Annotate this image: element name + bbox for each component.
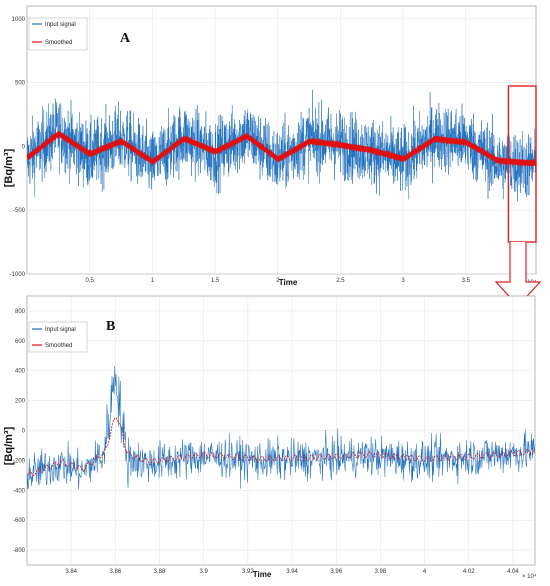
x-tick-label: 4.04 — [507, 569, 519, 575]
panel-b-letter: B — [106, 319, 115, 334]
y-tick-label: 500 — [15, 81, 26, 87]
panel-b-x-exponent: × 10⁴ — [522, 573, 537, 580]
x-tick-label: 4 — [423, 569, 427, 575]
x-tick-label: 3.92 — [242, 569, 254, 575]
panel-b-grid — [27, 296, 535, 565]
y-tick-label: 0 — [22, 429, 26, 435]
x-tick-label: 3.98 — [375, 569, 387, 575]
panel-b-ylabel: [Bq/m³] — [3, 426, 15, 465]
x-tick-label: 4.02 — [463, 569, 475, 575]
legend-b-input-label: Input signal — [45, 327, 76, 333]
panel-b-chart: 3.84 3.86 3.88 3.9 3.92 3.94 3.96 3.98 4 4.02 4.04… — [3, 295, 537, 580]
panel-a-legend-box — [28, 17, 88, 51]
x-tick-label: 2.5 — [336, 278, 345, 284]
panel-a-ylabel: [Bq/m³] — [3, 148, 15, 187]
y-tick-label: 800 — [15, 309, 26, 315]
x-tick-label: 2 — [276, 278, 280, 284]
panel-b-xlabel: Time — [253, 570, 272, 579]
panel-a-ticks: 0.5 1 1.5 2 2.5 3 3.5 -1000 -500 0 500 1000 — [10, 17, 471, 284]
legend-a-smoothed-label: Smoothed — [45, 40, 72, 46]
x-tick-label: 3 — [401, 278, 405, 284]
y-tick-label: 200 — [15, 399, 26, 405]
panel-a-series — [27, 89, 536, 202]
y-tick-label: -200 — [13, 458, 26, 464]
x-tick-label: 3.94 — [286, 569, 298, 575]
y-tick-label: -1000 — [10, 272, 26, 278]
y-tick-label: 600 — [15, 339, 26, 345]
y-tick-label: -600 — [13, 518, 26, 524]
x-tick-label: 0.5 — [86, 278, 95, 284]
x-tick-label: 3.88 — [154, 569, 166, 575]
panel-b-series — [27, 365, 535, 490]
panel-a-xlabel: Time — [279, 278, 298, 287]
panel-b-ticks: 3.84 3.86 3.88 3.9 3.92 3.94 3.96 3.98 4 4.02 4.04… — [13, 309, 519, 575]
y-tick-label: -500 — [13, 208, 26, 214]
legend-b-smoothed-label: Smoothed — [45, 343, 72, 349]
panel-a-chart: 0.5 1 1.5 2 2.5 3 3.5 -1000 -500 0 500 1000 A Input… — [3, 5, 542, 307]
panel-a-letter: A — [120, 31, 131, 46]
y-tick-label: -800 — [13, 548, 26, 554]
x-tick-label: 1 — [151, 278, 155, 284]
y-tick-label: -400 — [13, 488, 26, 494]
smoothed-line — [27, 130, 536, 168]
x-tick-label: 1.5 — [211, 278, 220, 284]
panel-b-legend-box — [28, 321, 88, 353]
y-tick-label: 0 — [22, 144, 26, 150]
smoothed-line — [27, 417, 535, 476]
panel-b-legend: Input signal Smoothed — [28, 321, 88, 353]
y-tick-label: 1000 — [12, 17, 26, 23]
panel-a-legend: Input signal Smoothed — [28, 17, 88, 51]
x-tick-label: 3.9 — [200, 569, 209, 575]
x-tick-label: 3.84 — [65, 569, 77, 575]
x-tick-label: 3.5 — [462, 278, 471, 284]
y-tick-label: 400 — [15, 369, 26, 375]
x-tick-label: 3.96 — [330, 569, 342, 575]
legend-a-input-label: Input signal — [45, 22, 76, 28]
x-tick-label: 3.86 — [110, 569, 122, 575]
